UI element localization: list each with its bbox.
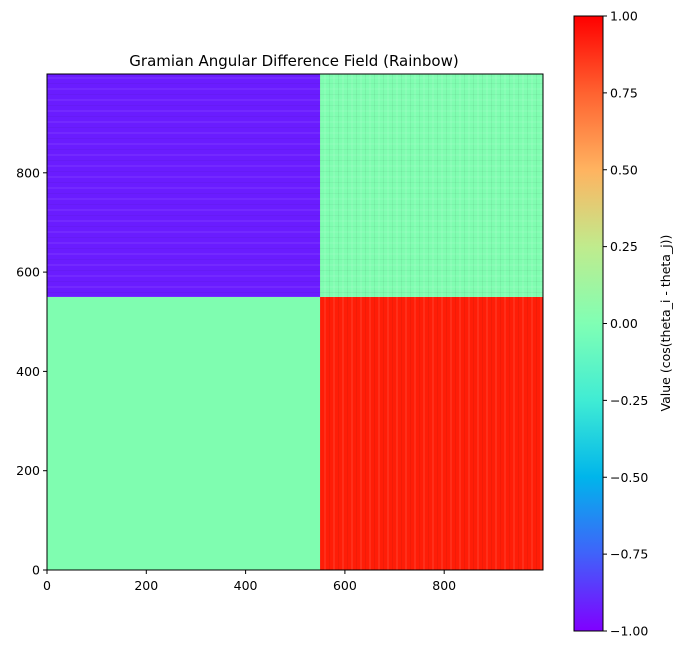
colorbar-label: Value (cos(theta_i - theta_j)) [658, 235, 673, 412]
colorbar-tick-label: 1.00 [610, 9, 638, 24]
colorbar-tick-label: −0.75 [610, 547, 648, 562]
x-tick-label: 200 [134, 578, 158, 593]
heatmap [46, 73, 544, 571]
x-tick-label: 600 [333, 578, 357, 593]
y-tick-label: 800 [16, 165, 40, 180]
y-tick-label: 200 [16, 463, 40, 478]
colorbar-tick-label: −1.00 [610, 624, 648, 639]
x-tick-label: 800 [432, 578, 456, 593]
colorbar-gradient [573, 15, 604, 632]
colorbar-tick-label: 0.25 [610, 239, 638, 254]
colorbar-tick-label: −0.50 [610, 470, 648, 485]
x-tick-label: 400 [234, 578, 258, 593]
region-lower-left [47, 296, 321, 570]
y-axis: 0 200 400 600 800 [16, 165, 47, 578]
texture-upper-left-h [47, 74, 321, 297]
texture-lower-right-v [320, 296, 543, 570]
chart-title: Gramian Angular Difference Field (Rainbo… [129, 52, 458, 70]
x-axis: 0 200 400 600 800 [43, 570, 456, 593]
colorbar-tick-label: −0.25 [610, 393, 648, 408]
y-tick-label: 600 [16, 265, 40, 280]
y-tick-label: 0 [32, 563, 40, 578]
texture-upper-right-h [320, 74, 543, 297]
y-tick-label: 400 [16, 364, 40, 379]
colorbar-tick-label: 0.00 [610, 316, 638, 331]
colorbar-tick-label: 0.75 [610, 85, 638, 100]
colorbar-tick-label: 0.50 [610, 162, 638, 177]
plot-frame [46, 73, 544, 571]
colorbar: 1.00 0.75 0.50 0.25 0.00 −0.25 −0.50 −0.75 −1.00… [573, 9, 673, 639]
x-tick-label: 0 [43, 578, 51, 593]
